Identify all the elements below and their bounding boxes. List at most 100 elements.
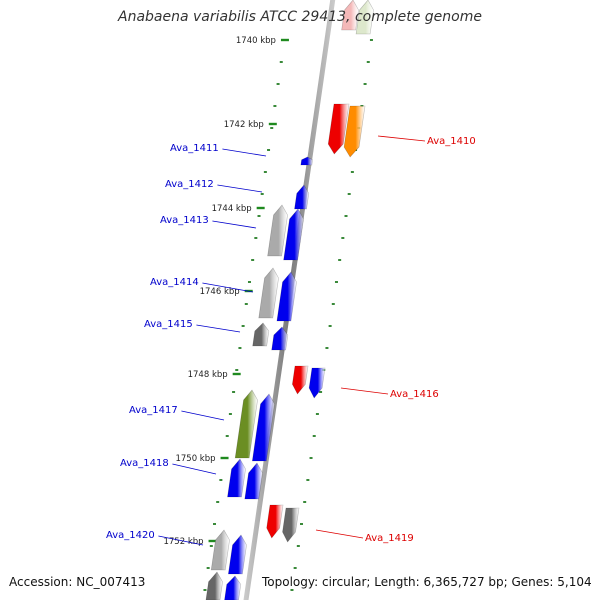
track-dot [300,523,304,525]
track-dot [309,457,313,459]
gene-label-leader [217,184,263,193]
track-dot [279,61,283,63]
track-dot [254,237,258,239]
gene-arrow [341,0,359,31]
kbp-tick [208,539,217,543]
track-dot [267,149,271,151]
gene-arrow [252,322,270,347]
gene-label-leader [181,410,225,421]
genome-summary-text: Topology: circular; Length: 6,365,727 bp… [262,575,592,589]
track-dot [276,83,280,85]
gene-arrow [210,529,230,571]
kbp-tick [256,206,265,210]
track-dot [251,259,255,261]
track-dot [312,435,316,437]
gene-label: Ava_1414 [150,277,199,288]
track-dot [241,325,245,327]
gene-label-leader [315,529,364,539]
gene-label: Ava_1410 [427,136,476,147]
track-dot [369,39,373,41]
track-dot [347,193,351,195]
track-dot [260,193,264,195]
track-dot [315,413,319,415]
track-dot [350,171,354,173]
accession-text: Accession: NC_007413 [9,575,146,589]
gene-label-leader [202,282,254,293]
kbp-tick-label: 1740 kbp [236,36,276,46]
gene-label: Ava_1416 [390,389,439,400]
gene-label-leader [196,324,241,333]
gene-arrow [234,389,258,459]
kbp-tick [232,372,241,376]
gene-label-leader [172,463,217,475]
gene-label-leader [340,387,389,395]
track-dot [341,237,345,239]
track-dot [331,303,335,305]
gene-label: Ava_1411 [170,143,219,154]
gene-arrow [327,103,350,155]
gene-arrow [282,507,300,543]
track-dot [306,479,310,481]
track-dot [363,83,367,85]
gene-label: Ava_1418 [120,458,169,469]
gene-arrow [308,367,326,399]
kbp-tick [220,456,229,460]
gene-arrow [266,504,284,539]
track-dot [293,567,297,569]
genome-title: Anabaena variabilis ATCC 29413, complete… [118,9,482,25]
gene-arrow [251,393,275,462]
track-dot [225,435,229,437]
kbp-tick [268,122,277,126]
track-dot [296,545,300,547]
gene-arrow [227,458,246,498]
track-dot [290,589,294,591]
track-dot [238,347,242,349]
track-dot [319,391,323,393]
kbp-tick-label: 1748 kbp [188,370,228,380]
gene-arrow [205,571,223,601]
track-dot [273,105,277,107]
kbp-tick-label: 1746 kbp [200,287,240,297]
track-dot [270,127,274,129]
track-dot [244,303,248,305]
gene-arrow [276,271,297,322]
track-dot [263,171,267,173]
gene-label: Ava_1415 [144,319,193,330]
gene-label-leader [158,535,204,546]
gene-label: Ava_1412 [165,179,214,190]
track-dot [209,545,213,547]
kbp-tick-label: 1750 kbp [175,454,215,464]
gene-label: Ava_1419 [365,533,414,544]
track-dot [366,61,370,63]
kbp-tick-label: 1744 kbp [212,204,252,214]
gene-label-leader [212,220,257,229]
track-dot [247,281,251,283]
track-dot [206,567,210,569]
gene-arrow [300,156,313,166]
gene-arrow [294,184,310,210]
gene-label-leader [377,135,426,142]
gene-label: Ava_1413 [160,215,209,226]
track-dot [213,523,217,525]
track-dot [344,215,348,217]
gene-arrow [271,326,289,351]
kbp-tick-label: 1742 kbp [224,120,264,130]
track-dot [228,413,232,415]
track-dot [235,369,239,371]
gene-arrow [258,267,279,319]
gene-arrow [228,534,247,575]
track-dot [257,215,261,217]
gene-arrow [224,575,242,601]
track-dot [232,391,236,393]
kbp-tick [280,38,289,42]
gene-label: Ava_1417 [129,405,178,416]
gene-label: Ava_1420 [106,530,155,541]
gene-arrow [355,0,374,35]
gene-arrow [292,365,309,395]
track-dot [303,501,307,503]
track-dot [334,281,338,283]
track-dot [328,325,332,327]
track-dot [203,589,207,591]
